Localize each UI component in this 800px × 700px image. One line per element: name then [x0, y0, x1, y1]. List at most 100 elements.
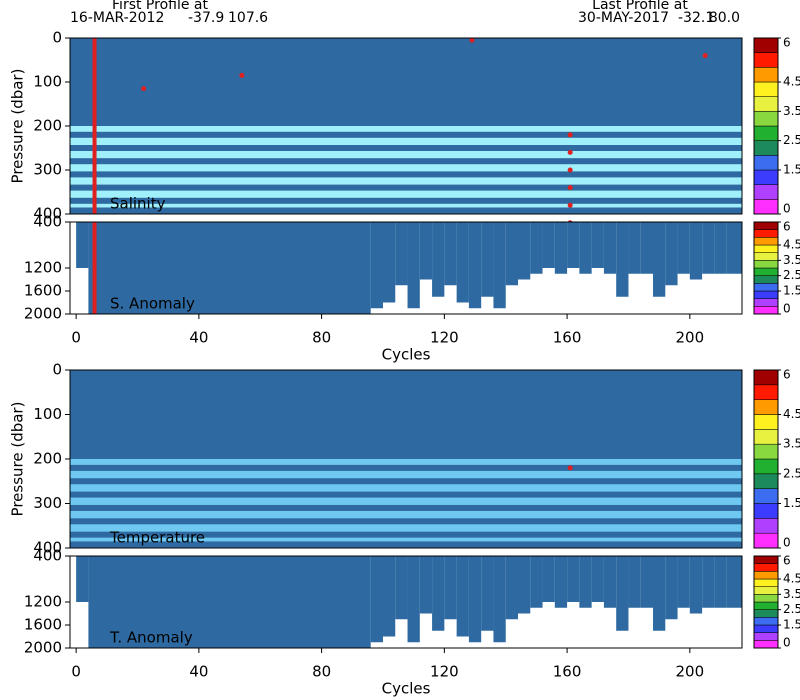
- data-column: [432, 222, 445, 297]
- qc-point: [239, 72, 245, 78]
- y-tick-label: 0: [52, 29, 62, 47]
- data-column: [653, 556, 666, 631]
- colorbar-frame: [753, 369, 779, 549]
- colorbar-tick-label: 4.5: [783, 238, 800, 252]
- stripe: [70, 131, 742, 138]
- colorbar-box: [753, 632, 779, 641]
- data-column: [518, 222, 531, 280]
- colorbar-box: [753, 429, 779, 445]
- colorbar-tick-label: 6: [783, 368, 791, 382]
- colorbar-box: [753, 532, 779, 549]
- panel-label: S. Anomaly: [110, 295, 195, 313]
- data-column: [542, 556, 555, 602]
- colorbar-box: [753, 298, 779, 307]
- colorbar-tick-label: 2.5: [783, 466, 800, 480]
- data-column: [76, 222, 89, 268]
- data-column: [603, 556, 617, 608]
- colorbar-box: [753, 555, 779, 564]
- data-column: [382, 222, 396, 303]
- y-tick-label: 400: [33, 213, 62, 231]
- qc-point: [567, 149, 573, 155]
- x-tick-label: 160: [553, 329, 582, 347]
- data-column: [567, 556, 580, 602]
- colorbar-box: [753, 229, 779, 238]
- data-column: [554, 556, 568, 608]
- data-column: [382, 556, 396, 637]
- stripe: [70, 464, 742, 471]
- x-tick-label: 200: [676, 329, 705, 347]
- y-tick-label: 400: [33, 205, 62, 223]
- data-column: [444, 222, 457, 286]
- data-column: [530, 222, 543, 274]
- data-column: [444, 556, 457, 620]
- colorbar-tick-label: 0: [783, 302, 791, 316]
- colorbar-tick-label: 2.5: [783, 602, 800, 616]
- data-column: [481, 222, 494, 297]
- colorbar-box: [753, 140, 779, 156]
- data-column: [579, 222, 592, 274]
- colorbar-box: [753, 594, 779, 603]
- y-axis-label: Pressure (dbar): [9, 69, 27, 184]
- colorbar-box: [753, 571, 779, 580]
- data-column: [726, 222, 742, 274]
- colorbar-box: [753, 414, 779, 430]
- data-column: [616, 222, 629, 297]
- colorbar-box: [753, 169, 779, 185]
- data-column: [665, 222, 678, 286]
- y-tick-label: 1200: [24, 259, 62, 277]
- stripe: [70, 207, 742, 214]
- data-column: [714, 222, 727, 274]
- y-tick-label: 0: [52, 361, 62, 379]
- data-column: [702, 222, 715, 274]
- first-lon: 107.6: [228, 10, 268, 26]
- first-label: First Profile at: [112, 0, 208, 13]
- data-column: [432, 556, 445, 631]
- last-label: Last Profile at: [592, 0, 688, 13]
- plot-area: [70, 370, 742, 548]
- colorbar-box: [753, 221, 779, 230]
- colorbar-box: [753, 578, 779, 587]
- x-tick-label: 120: [430, 329, 459, 347]
- colorbar-tick-label: 4.5: [783, 572, 800, 586]
- y-tick-label: 1600: [24, 282, 62, 300]
- colorbar-tick-label: 1.5: [783, 618, 800, 632]
- colorbar-box: [753, 81, 779, 97]
- y-tick-label: 300: [33, 494, 62, 512]
- data-column: [468, 222, 482, 309]
- panel-label: Temperature: [109, 529, 205, 547]
- data-column: [616, 556, 629, 631]
- data-column: [88, 222, 371, 314]
- colorbar-box: [753, 37, 779, 53]
- panel-label: T. Anomaly: [109, 629, 193, 647]
- data-column: [370, 222, 383, 309]
- qc-point: [567, 185, 573, 191]
- upper-layer: [70, 370, 742, 459]
- colorbar-box: [753, 252, 779, 261]
- y-tick-label: 1600: [24, 616, 62, 634]
- data-column: [493, 222, 506, 309]
- colorbar-tick-label: 3.5: [783, 104, 800, 118]
- colorbar-box: [753, 52, 779, 68]
- colorbar-box: [753, 488, 779, 504]
- colorbar-box: [753, 518, 779, 534]
- colorbar-tick-label: 1.5: [783, 163, 800, 177]
- data-column: [468, 556, 482, 643]
- data-column: [628, 222, 641, 274]
- colorbar-box: [753, 617, 779, 626]
- plot-area: [70, 38, 742, 214]
- x-tick-label: 40: [189, 663, 208, 681]
- data-column: [407, 222, 420, 309]
- panel-label: Salinity: [110, 195, 166, 213]
- x-axis-label: Cycles: [382, 680, 431, 698]
- colorbar-tick-label: 6: [783, 554, 791, 568]
- x-tick-label: 120: [430, 663, 459, 681]
- colorbar-tick-label: 4.5: [783, 407, 800, 421]
- colorbar-tick-label: 1.5: [783, 496, 800, 510]
- colorbar-box: [753, 184, 779, 200]
- x-tick-label: 160: [553, 663, 582, 681]
- data-column: [76, 556, 89, 602]
- data-column: [395, 222, 408, 286]
- stripe: [70, 531, 742, 538]
- y-tick-label: 100: [33, 405, 62, 423]
- y-tick-label: 300: [33, 161, 62, 179]
